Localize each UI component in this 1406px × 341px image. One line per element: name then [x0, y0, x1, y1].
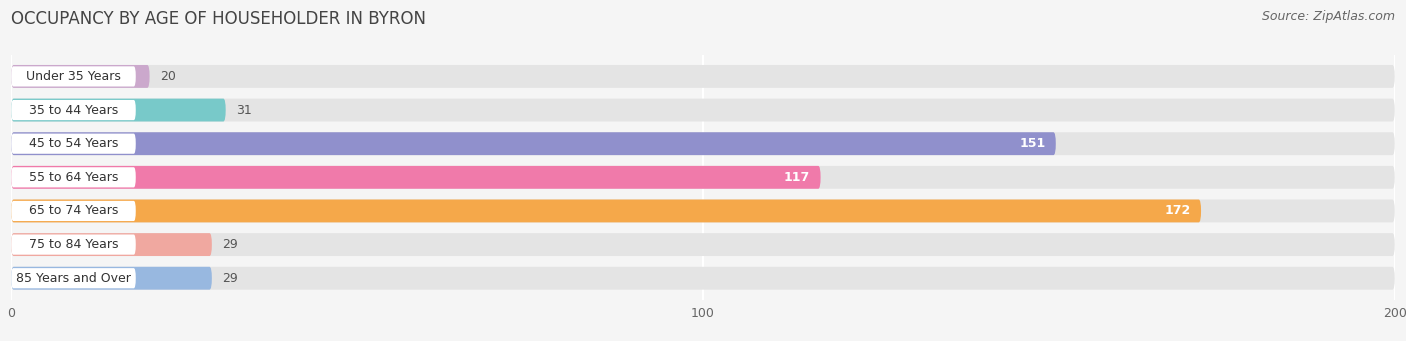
FancyBboxPatch shape [11, 233, 1395, 256]
Text: 20: 20 [160, 70, 176, 83]
Text: 45 to 54 Years: 45 to 54 Years [28, 137, 118, 150]
FancyBboxPatch shape [11, 233, 212, 256]
FancyBboxPatch shape [11, 132, 1395, 155]
FancyBboxPatch shape [11, 99, 1395, 121]
Text: 65 to 74 Years: 65 to 74 Years [28, 205, 118, 218]
Text: 29: 29 [222, 272, 238, 285]
FancyBboxPatch shape [11, 99, 226, 121]
Text: 29: 29 [222, 238, 238, 251]
FancyBboxPatch shape [11, 166, 821, 189]
FancyBboxPatch shape [11, 166, 1395, 189]
FancyBboxPatch shape [11, 66, 136, 87]
FancyBboxPatch shape [11, 201, 136, 221]
Text: 117: 117 [785, 171, 810, 184]
Text: Source: ZipAtlas.com: Source: ZipAtlas.com [1261, 10, 1395, 23]
FancyBboxPatch shape [11, 268, 136, 288]
FancyBboxPatch shape [11, 267, 1395, 290]
Text: Under 35 Years: Under 35 Years [27, 70, 121, 83]
FancyBboxPatch shape [11, 199, 1395, 222]
Text: 75 to 84 Years: 75 to 84 Years [28, 238, 118, 251]
FancyBboxPatch shape [11, 167, 136, 188]
FancyBboxPatch shape [11, 100, 136, 120]
Text: 35 to 44 Years: 35 to 44 Years [30, 104, 118, 117]
Text: 55 to 64 Years: 55 to 64 Years [28, 171, 118, 184]
Text: 31: 31 [236, 104, 252, 117]
Text: OCCUPANCY BY AGE OF HOUSEHOLDER IN BYRON: OCCUPANCY BY AGE OF HOUSEHOLDER IN BYRON [11, 10, 426, 28]
FancyBboxPatch shape [11, 267, 212, 290]
FancyBboxPatch shape [11, 235, 136, 255]
Text: 85 Years and Over: 85 Years and Over [15, 272, 131, 285]
Text: 151: 151 [1019, 137, 1046, 150]
FancyBboxPatch shape [11, 134, 136, 154]
FancyBboxPatch shape [11, 65, 149, 88]
Text: 172: 172 [1164, 205, 1191, 218]
FancyBboxPatch shape [11, 65, 1395, 88]
FancyBboxPatch shape [11, 132, 1056, 155]
FancyBboxPatch shape [11, 199, 1201, 222]
